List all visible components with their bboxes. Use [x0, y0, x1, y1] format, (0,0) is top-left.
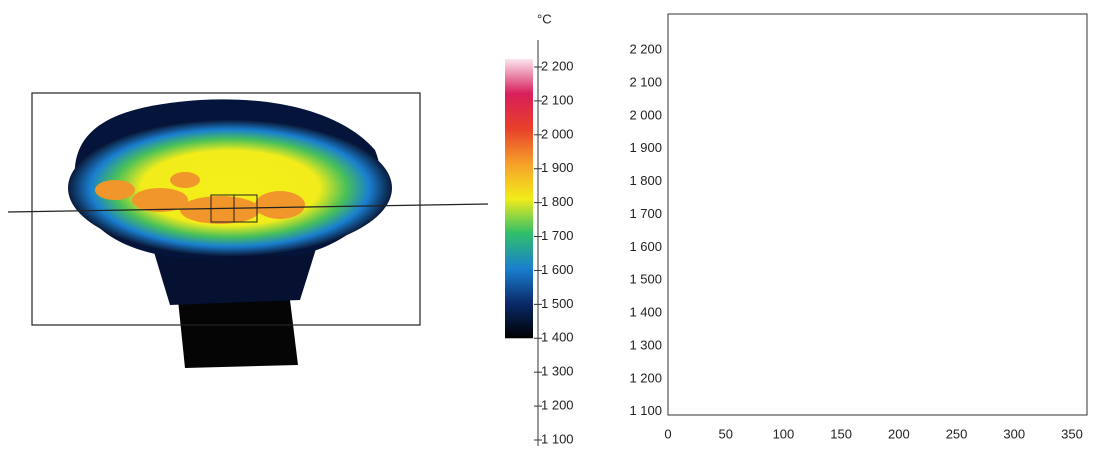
x-tick-label: 200	[888, 426, 910, 441]
tick-label: 1 500	[541, 296, 574, 311]
x-tick-label: 300	[1003, 426, 1025, 441]
roi-frame	[31, 92, 421, 326]
tick-label: 2 200	[541, 58, 574, 73]
x-tick-label: 150	[830, 426, 852, 441]
stem	[178, 300, 298, 368]
y-tick-label: 2 000	[629, 107, 662, 122]
y-tick-label: 2 200	[629, 42, 662, 57]
tick-label: 1 300	[541, 364, 574, 379]
tick-label: 1 600	[541, 262, 574, 277]
y-tick-label: 1 500	[629, 272, 662, 287]
y-tick-label: 1 400	[629, 305, 662, 320]
tick-label: 1 800	[541, 194, 574, 209]
y-tick-label: 1 100	[629, 403, 662, 418]
plot-frame	[667, 13, 1088, 416]
tick-label: 2 100	[541, 92, 574, 107]
tick-label: 1 700	[541, 228, 574, 243]
y-tick-label: 2 100	[629, 74, 662, 89]
x-tick-label: 350	[1061, 426, 1083, 441]
profile-line	[7, 203, 489, 213]
hot-spots	[95, 172, 305, 224]
tick-label: 1 200	[541, 398, 574, 413]
y-tick-label: 1 300	[629, 337, 662, 352]
tick-label: 1 400	[541, 330, 574, 345]
y-tick-label: 1 200	[629, 370, 662, 385]
blob-hot	[68, 120, 392, 256]
color-scale	[505, 59, 533, 339]
tick-label: 1 900	[541, 160, 574, 175]
y-tick-label: 1 800	[629, 173, 662, 188]
y-tick-label: 1 900	[629, 140, 662, 155]
tick-label: 1 100	[541, 431, 574, 446]
x-tick-label: 50	[718, 426, 732, 441]
y-tick-label: 1 600	[629, 239, 662, 254]
y-tick-label: 1 700	[629, 206, 662, 221]
tick-label: 2 000	[541, 126, 574, 141]
x-tick-label: 100	[773, 426, 795, 441]
x-tick-label: 250	[946, 426, 968, 441]
x-tick-label: 0	[664, 426, 671, 441]
thermal-image	[7, 92, 489, 368]
unit-label: °C	[537, 11, 552, 26]
